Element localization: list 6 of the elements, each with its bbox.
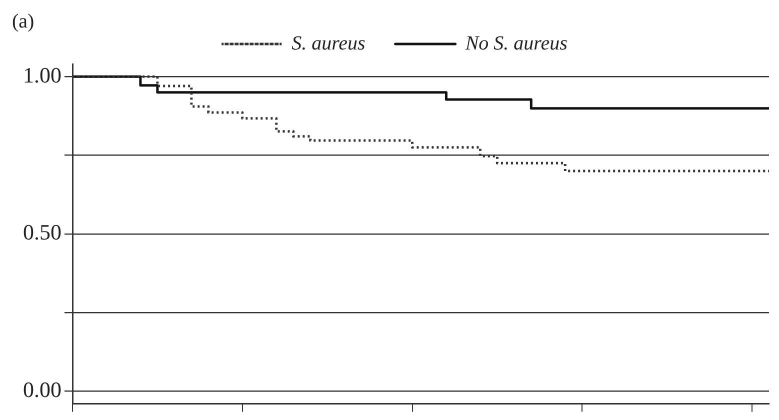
- y-tick-label: 0.50: [23, 220, 62, 245]
- legend-label: S. aureus: [292, 32, 366, 54]
- y-tick-label: 1.00: [23, 62, 62, 88]
- chart-title: (a): [12, 10, 34, 32]
- legend-label: No S. aureus: [464, 32, 568, 54]
- y-tick-label: 0.00: [23, 376, 62, 402]
